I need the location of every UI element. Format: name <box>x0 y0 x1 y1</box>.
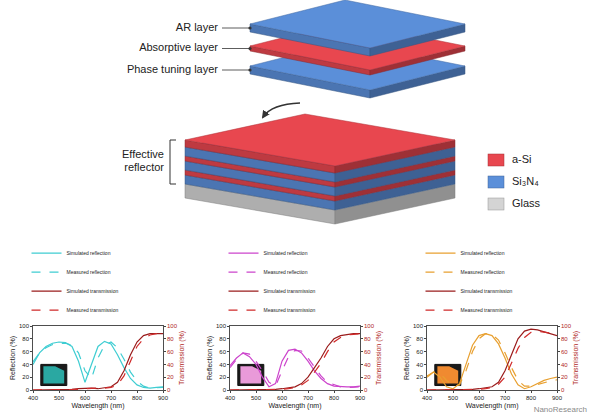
svg-text:700: 700 <box>106 395 117 401</box>
svg-text:Measured reflection: Measured reflection <box>461 269 505 275</box>
svg-text:Simulated transmission: Simulated transmission <box>67 288 119 294</box>
svg-text:Wavelength (nm): Wavelength (nm) <box>465 402 518 410</box>
svg-text:a-Si: a-Si <box>512 153 532 165</box>
svg-text:20: 20 <box>416 374 423 380</box>
svg-text:40: 40 <box>22 362 29 368</box>
svg-text:800: 800 <box>132 395 143 401</box>
svg-text:Simulated transmission: Simulated transmission <box>461 288 513 294</box>
svg-text:Measured reflection: Measured reflection <box>67 269 111 275</box>
svg-text:600: 600 <box>80 395 91 401</box>
svg-text:600: 600 <box>277 395 288 401</box>
svg-text:900: 900 <box>552 395 563 401</box>
svg-text:Reflection (%): Reflection (%) <box>206 336 214 380</box>
svg-text:100: 100 <box>216 323 227 329</box>
svg-text:60: 60 <box>364 349 371 355</box>
svg-text:100: 100 <box>167 323 178 329</box>
svg-text:60: 60 <box>167 349 174 355</box>
svg-text:500: 500 <box>54 395 65 401</box>
svg-text:0: 0 <box>26 387 30 393</box>
svg-text:Simulated reflection: Simulated reflection <box>264 250 308 256</box>
svg-text:20: 20 <box>561 374 568 380</box>
svg-text:60: 60 <box>22 349 29 355</box>
svg-text:80: 80 <box>167 336 174 342</box>
svg-text:20: 20 <box>22 374 29 380</box>
svg-text:Measured transmission: Measured transmission <box>461 307 513 313</box>
svg-text:80: 80 <box>22 336 29 342</box>
svg-text:400: 400 <box>422 395 433 401</box>
svg-text:Measured transmission: Measured transmission <box>67 307 119 313</box>
svg-text:20: 20 <box>219 374 226 380</box>
svg-text:40: 40 <box>561 362 568 368</box>
svg-text:400: 400 <box>28 395 39 401</box>
svg-text:20: 20 <box>364 374 371 380</box>
svg-text:0: 0 <box>223 387 227 393</box>
svg-text:100: 100 <box>413 323 424 329</box>
svg-text:900: 900 <box>158 395 169 401</box>
svg-text:40: 40 <box>219 362 226 368</box>
svg-text:Transmission (%): Transmission (%) <box>572 331 580 385</box>
svg-text:Transmission (%): Transmission (%) <box>178 331 186 385</box>
svg-text:500: 500 <box>251 395 262 401</box>
svg-text:700: 700 <box>303 395 314 401</box>
svg-text:Wavelength (nm): Wavelength (nm) <box>71 402 124 410</box>
svg-text:60: 60 <box>219 349 226 355</box>
svg-text:100: 100 <box>364 323 375 329</box>
svg-text:Simulated transmission: Simulated transmission <box>264 288 316 294</box>
svg-text:Wavelength (nm): Wavelength (nm) <box>268 402 321 410</box>
svg-text:Simulated reflection: Simulated reflection <box>461 250 505 256</box>
svg-text:Transmission (%): Transmission (%) <box>375 331 383 385</box>
svg-text:Measured transmission: Measured transmission <box>264 307 316 313</box>
svg-text:Simulated reflection: Simulated reflection <box>67 250 111 256</box>
svg-text:Measured reflection: Measured reflection <box>264 269 308 275</box>
svg-text:600: 600 <box>474 395 485 401</box>
svg-text:400: 400 <box>225 395 236 401</box>
svg-text:Reflection (%): Reflection (%) <box>9 336 17 380</box>
svg-text:40: 40 <box>364 362 371 368</box>
svg-text:40: 40 <box>167 362 174 368</box>
svg-text:Phase tuning layer: Phase tuning layer <box>127 63 218 75</box>
svg-text:0: 0 <box>561 387 565 393</box>
svg-text:Reflection (%): Reflection (%) <box>403 336 411 380</box>
svg-text:800: 800 <box>526 395 537 401</box>
svg-text:AR layer: AR layer <box>176 21 219 33</box>
svg-text:80: 80 <box>364 336 371 342</box>
svg-text:60: 60 <box>561 349 568 355</box>
svg-text:40: 40 <box>416 362 423 368</box>
svg-text:Absorptive layer: Absorptive layer <box>139 41 218 53</box>
html-text:NanoResearch: NanoResearch <box>533 405 587 414</box>
svg-text:700: 700 <box>500 395 511 401</box>
svg-text:100: 100 <box>561 323 572 329</box>
svg-text:60: 60 <box>416 349 423 355</box>
svg-text:500: 500 <box>448 395 459 401</box>
svg-text:900: 900 <box>355 395 366 401</box>
svg-text:Glass: Glass <box>512 197 541 209</box>
svg-text:80: 80 <box>416 336 423 342</box>
svg-text:100: 100 <box>19 323 30 329</box>
svg-text:80: 80 <box>561 336 568 342</box>
svg-text:0: 0 <box>167 387 171 393</box>
svg-text:reflector: reflector <box>124 161 164 173</box>
svg-text:Si₃N₄: Si₃N₄ <box>512 175 539 187</box>
svg-text:Effective: Effective <box>122 148 164 160</box>
svg-text:0: 0 <box>420 387 424 393</box>
svg-text:80: 80 <box>219 336 226 342</box>
svg-text:800: 800 <box>329 395 340 401</box>
svg-text:20: 20 <box>167 374 174 380</box>
svg-text:0: 0 <box>364 387 368 393</box>
